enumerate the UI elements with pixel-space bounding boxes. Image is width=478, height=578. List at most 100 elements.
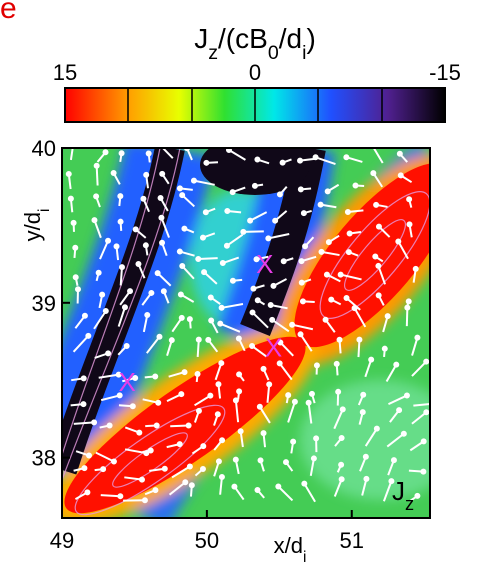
flow-arrow-head bbox=[424, 410, 428, 414]
flow-arrow-head bbox=[137, 431, 141, 435]
flow-arrow-head bbox=[153, 374, 157, 378]
flow-arrow-head bbox=[364, 455, 368, 459]
flow-arrow-head bbox=[392, 458, 396, 462]
flow-arrow-head bbox=[364, 477, 368, 481]
flow-arrow-head bbox=[290, 323, 294, 327]
flow-arrow-head bbox=[414, 267, 418, 271]
y-tick-label: 40 bbox=[32, 136, 56, 161]
flow-arrow-head bbox=[262, 367, 266, 371]
flow-arrow-head bbox=[218, 322, 222, 326]
flow-arrow-head bbox=[361, 393, 365, 397]
flow-arrow-head bbox=[92, 218, 96, 222]
flow-arrow-head bbox=[104, 150, 108, 154]
flow-arrow-head bbox=[248, 219, 252, 223]
flow-arrow-head bbox=[231, 190, 235, 194]
flow-arrow-head bbox=[82, 376, 86, 380]
x-axis-label: x/di bbox=[274, 533, 307, 566]
flow-arrow-head bbox=[187, 423, 191, 427]
flow-arrow-head bbox=[329, 298, 333, 302]
flow-arrow-head bbox=[273, 219, 277, 223]
flow-arrow-head bbox=[128, 289, 132, 293]
x-point-marker: X bbox=[265, 333, 282, 363]
flow-arrow-head bbox=[399, 173, 403, 177]
flow-arrow-head bbox=[374, 203, 378, 207]
flow-arrow-head bbox=[216, 382, 220, 386]
text-part: ) bbox=[306, 23, 315, 54]
flow-arrow-head bbox=[326, 189, 330, 193]
flow-arrow-head bbox=[340, 477, 344, 481]
flow-arrow-head bbox=[149, 291, 153, 295]
x-point-marker: X bbox=[256, 249, 273, 279]
flow-arrow-head bbox=[407, 299, 411, 303]
flow-arrow-head bbox=[72, 221, 76, 225]
flow-arrow-head bbox=[140, 478, 144, 482]
flow-arrow-head bbox=[178, 442, 182, 446]
flow-arrow-head bbox=[209, 318, 213, 322]
flow-arrow-head bbox=[353, 183, 357, 187]
flow-arrow-head bbox=[97, 271, 101, 275]
flow-arrow-head bbox=[239, 429, 243, 433]
flow-arrow-head bbox=[202, 270, 206, 274]
flow-arrow-head bbox=[201, 467, 205, 471]
flow-arrow-head bbox=[340, 436, 344, 440]
flow-arrow-head bbox=[73, 246, 77, 250]
flow-arrow-head bbox=[217, 459, 221, 463]
flow-arrow-head bbox=[327, 240, 331, 244]
flow-arrow-head bbox=[251, 287, 255, 291]
flow-arrow-head bbox=[115, 244, 119, 248]
flow-arrow-head bbox=[301, 299, 305, 303]
flow-arrow-head bbox=[192, 179, 196, 183]
flow-arrow-head bbox=[286, 393, 290, 397]
flow-arrow-head bbox=[180, 316, 184, 320]
flow-arrow-head bbox=[156, 401, 160, 405]
flow-arrow-head bbox=[156, 271, 160, 275]
flow-arrow-head bbox=[251, 310, 255, 314]
flow-arrow-head bbox=[160, 172, 164, 176]
flow-arrow-head bbox=[108, 423, 112, 427]
flow-arrow-head bbox=[357, 338, 361, 342]
colorbar-title: Jz/(cB0/di) bbox=[194, 23, 316, 64]
flow-arrow-head bbox=[118, 494, 122, 498]
flow-arrow-head bbox=[300, 259, 304, 263]
flow-arrow-head bbox=[87, 453, 91, 457]
flow-arrow-head bbox=[180, 193, 184, 197]
flow-arrow-head bbox=[396, 239, 400, 243]
flow-arrow-head bbox=[120, 151, 124, 155]
flow-arrow-head bbox=[178, 186, 182, 190]
flow-arrow-head bbox=[315, 363, 319, 367]
flow-arrow-head bbox=[201, 444, 205, 448]
flow-arrow-head bbox=[394, 363, 398, 367]
flow-arrow-head bbox=[361, 410, 365, 414]
flow-arrow-head bbox=[262, 431, 266, 435]
flow-arrow-head bbox=[100, 293, 104, 297]
flow-arrow-head bbox=[398, 152, 402, 156]
flow-arrow-head bbox=[183, 370, 187, 374]
flow-arrow-head bbox=[158, 143, 162, 147]
field-image bbox=[25, 125, 478, 558]
flow-arrow-head bbox=[95, 164, 99, 168]
flow-arrow-head bbox=[319, 203, 323, 207]
flow-arrow-head bbox=[271, 284, 275, 288]
flow-arrow-head bbox=[237, 389, 241, 393]
flow-arrow-head bbox=[234, 398, 238, 402]
flow-arrow-head bbox=[335, 362, 339, 366]
flow-arrow-head bbox=[190, 483, 194, 487]
x-point-marker: X bbox=[119, 367, 136, 397]
flow-arrow-head bbox=[94, 194, 98, 198]
flow-arrow-head bbox=[153, 488, 157, 492]
flow-arrow-head bbox=[141, 197, 145, 201]
flow-arrow-head bbox=[196, 372, 200, 376]
flow-arrow-head bbox=[182, 227, 186, 231]
flow-arrow-head bbox=[83, 314, 87, 318]
text-part: J bbox=[392, 476, 405, 506]
flow-arrow-head bbox=[302, 211, 306, 215]
flow-arrow-head bbox=[118, 194, 122, 198]
flow-arrow-head bbox=[82, 466, 86, 470]
colorbar-tick-label: 0 bbox=[249, 60, 261, 85]
flow-arrow-head bbox=[253, 184, 257, 188]
y-axis-label: y/di bbox=[20, 209, 53, 242]
flow-arrow-head bbox=[106, 239, 110, 243]
flow-arrow-head bbox=[341, 407, 345, 411]
flow-arrow-head bbox=[206, 338, 210, 342]
flow-arrow-head bbox=[407, 222, 411, 226]
